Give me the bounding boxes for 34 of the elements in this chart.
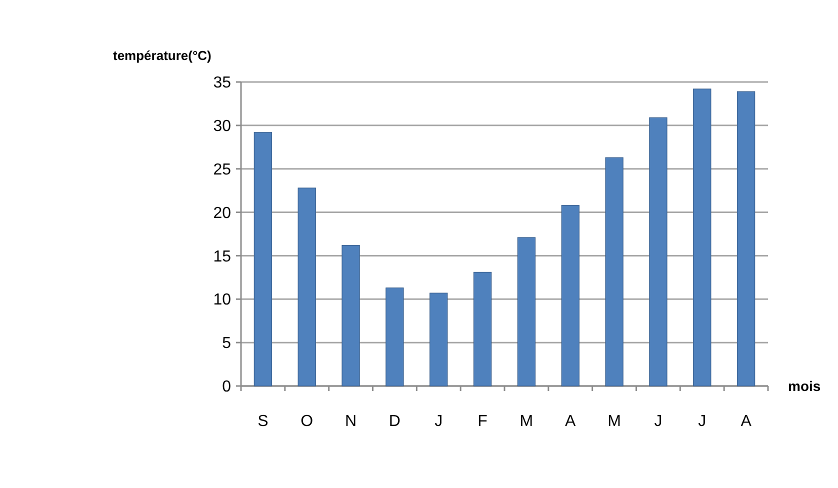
y-tick-label: 20 [213,204,232,222]
bar [517,237,536,386]
x-tick-label: M [608,413,621,430]
bar [605,157,624,386]
y-tick-label: 10 [213,292,232,309]
x-axis-title: mois [788,378,821,394]
x-tick-label: O [300,413,314,430]
y-tick-label: 35 [213,74,232,92]
y-tick-label: 15 [213,248,232,266]
y-axis-title: température(°C) [113,48,212,63]
bar [649,117,668,386]
y-tick-label: 25 [213,161,232,178]
bar [386,288,404,386]
x-tick-label: J [654,413,662,430]
bar [693,88,712,386]
x-tick-label: D [388,413,400,430]
y-tick-label: 30 [213,118,232,136]
y-tick-label: 5 [222,335,232,352]
bar [736,91,756,386]
bar [298,188,316,386]
x-tick-label: N [345,413,357,430]
bar [561,205,580,386]
y-tick-label: 0 [222,378,232,396]
bar [254,132,272,386]
x-tick-label: F [478,413,488,430]
x-tick-label: J [434,413,443,430]
bar [473,272,492,386]
x-tick-label: A [740,413,752,430]
x-tick-label: J [698,413,706,430]
bar [430,292,448,386]
x-tick-label: M [520,413,534,430]
x-tick-label: S [258,413,268,430]
x-tick-label: A [565,413,576,430]
bar [342,244,360,386]
